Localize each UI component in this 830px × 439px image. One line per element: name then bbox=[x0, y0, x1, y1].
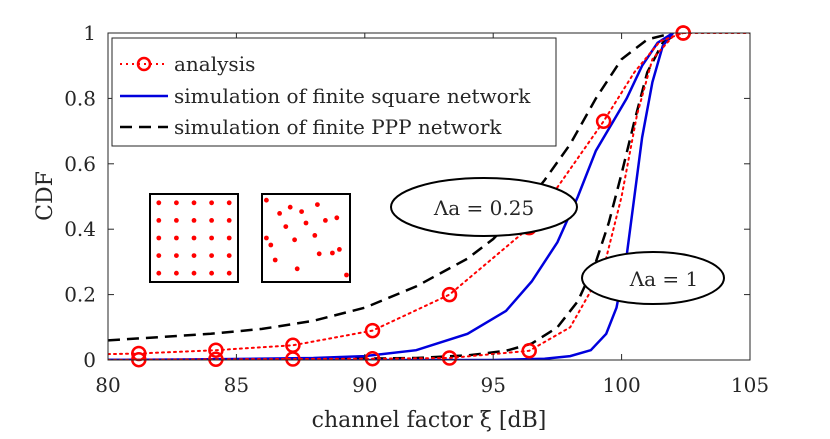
square-lattice-inset-node-17 bbox=[191, 253, 197, 258]
x-tick-label-1: 85 bbox=[224, 373, 249, 397]
axes-layer bbox=[107, 32, 751, 361]
x-tick-label-3: 95 bbox=[480, 373, 505, 397]
annotation-lambda-1: Λa = 1 bbox=[581, 251, 725, 305]
ppp-random-inset-node-18 bbox=[344, 272, 349, 278]
square-lattice-inset-node-15 bbox=[156, 253, 162, 258]
analysis-marker-025-3 bbox=[364, 322, 381, 339]
square-lattice-inset-node-13 bbox=[209, 235, 215, 241]
ppp-random-inset-node-13 bbox=[272, 257, 278, 263]
x-tick-label-0: 80 bbox=[95, 373, 120, 397]
ppp-random-inset-node-8 bbox=[323, 218, 328, 223]
ppp-random-inset-node-3 bbox=[299, 209, 304, 215]
ppp-random-inset-node-9 bbox=[264, 235, 269, 241]
square-lattice-inset-node-0 bbox=[156, 200, 162, 206]
square-lattice-inset-node-16 bbox=[174, 253, 179, 258]
ppp-random-inset-node-11 bbox=[292, 237, 297, 243]
axes-frame bbox=[107, 32, 751, 361]
x-tick-label-4: 100 bbox=[603, 373, 641, 397]
analysis-marker-025-4 bbox=[441, 286, 458, 303]
square-lattice-inset-node-8 bbox=[209, 218, 215, 223]
square-lattice-inset-node-7 bbox=[191, 218, 197, 223]
ppp-random-inset-node-2 bbox=[287, 204, 293, 210]
annotation-ellipse-1 bbox=[581, 251, 725, 305]
x-tick-label-2: 90 bbox=[352, 373, 377, 397]
ppp-random-inset-node-6 bbox=[283, 224, 289, 230]
analysis-marker-1-1 bbox=[208, 351, 224, 368]
square-lattice-inset-node-18 bbox=[209, 253, 215, 258]
square-lattice-inset-node-24 bbox=[226, 270, 232, 276]
analysis-marker-025-1 bbox=[208, 342, 224, 358]
legend-label-ppp: simulation of finite PPP network bbox=[174, 115, 502, 139]
ppp-random-inset-node-1 bbox=[277, 211, 282, 216]
y-tick-label-5: 1 bbox=[83, 21, 96, 45]
y-tick-label-1: 0.2 bbox=[64, 283, 96, 307]
ppp-random-inset-node-16 bbox=[337, 247, 342, 252]
series-line-analysis-1 bbox=[108, 33, 685, 360]
square-lattice-inset-node-21 bbox=[174, 270, 179, 276]
ppp-random-inset-node-10 bbox=[268, 242, 274, 248]
legend-marker-analysis bbox=[136, 56, 152, 72]
square-lattice-inset-node-1 bbox=[174, 200, 179, 206]
ppp-random-inset bbox=[261, 193, 351, 283]
legend-box bbox=[111, 37, 557, 147]
square-lattice-inset-node-23 bbox=[209, 270, 215, 276]
series-line-analysis-025 bbox=[108, 33, 750, 356]
analysis-marker-025-6 bbox=[595, 113, 612, 130]
square-lattice-inset-node-19 bbox=[226, 253, 232, 258]
ticks-layer: 80 85 90 95 100 105 0 0.2 0.4 0.6 0.8 1 bbox=[64, 21, 769, 397]
square-lattice-inset-node-2 bbox=[191, 200, 197, 206]
annotation-text-1: Λa = 1 bbox=[629, 267, 699, 291]
square-lattice-inset-node-22 bbox=[191, 270, 197, 276]
ppp-random-inset-node-17 bbox=[294, 266, 300, 272]
series-line-simulation-of-finite-ppp-network-1 bbox=[108, 33, 679, 360]
y-axis-label: CDF bbox=[33, 171, 58, 221]
x-tick-label-5: 105 bbox=[731, 373, 769, 397]
y-tick-label-2: 0.4 bbox=[64, 217, 96, 241]
ppp-random-inset-frame bbox=[261, 193, 351, 283]
annotation-lambda-025: Λa = 0.25 bbox=[390, 177, 578, 237]
ppp-random-inset-node-15 bbox=[330, 250, 335, 256]
y-tick-label-0: 0 bbox=[83, 348, 96, 372]
square-lattice-inset-node-3 bbox=[209, 200, 215, 206]
square-lattice-inset-node-14 bbox=[226, 235, 232, 241]
series-line-simulation-of-finite-ppp-network-025 bbox=[108, 33, 674, 342]
legend-label-analysis: analysis bbox=[174, 52, 255, 76]
analysis-marker-1-3 bbox=[364, 350, 381, 367]
square-lattice-inset-node-6 bbox=[174, 218, 179, 223]
annotation-ellipse-025 bbox=[390, 177, 578, 237]
analysis-marker-1-2 bbox=[285, 351, 301, 367]
square-lattice-inset bbox=[149, 193, 239, 283]
ppp-random-inset-node-7 bbox=[303, 220, 309, 226]
analysis-marker-1-4 bbox=[441, 350, 458, 366]
square-lattice-inset-node-10 bbox=[156, 235, 162, 241]
square-lattice-inset-node-12 bbox=[191, 235, 197, 241]
square-lattice-inset-node-5 bbox=[156, 218, 162, 223]
series-line-simulation-of-finite-square-network-025 bbox=[108, 33, 674, 360]
annotation-text-025: Λa = 0.25 bbox=[433, 196, 534, 220]
legend: analysis simulation of finite square net… bbox=[111, 37, 557, 147]
square-lattice-inset-node-9 bbox=[226, 218, 232, 223]
ppp-random-inset-node-5 bbox=[334, 215, 340, 221]
y-tick-label-4: 0.8 bbox=[64, 86, 96, 110]
ppp-random-inset-node-4 bbox=[315, 202, 320, 208]
analysis-marker-1-5 bbox=[521, 343, 537, 359]
y-tick-label-3: 0.6 bbox=[64, 152, 96, 176]
square-lattice-inset-node-11 bbox=[174, 235, 179, 241]
square-lattice-inset-node-4 bbox=[226, 200, 232, 206]
ppp-random-inset-node-14 bbox=[316, 251, 322, 257]
ppp-random-inset-node-12 bbox=[312, 233, 318, 238]
legend-label-square: simulation of finite square network bbox=[174, 84, 531, 108]
curves-layer bbox=[108, 33, 750, 360]
square-lattice-inset-node-20 bbox=[156, 270, 162, 276]
series-line-simulation-of-finite-square-network-1 bbox=[108, 33, 674, 360]
x-axis-label: channel factor ξ [dB] bbox=[312, 408, 547, 433]
ppp-random-inset-node-0 bbox=[264, 197, 269, 203]
